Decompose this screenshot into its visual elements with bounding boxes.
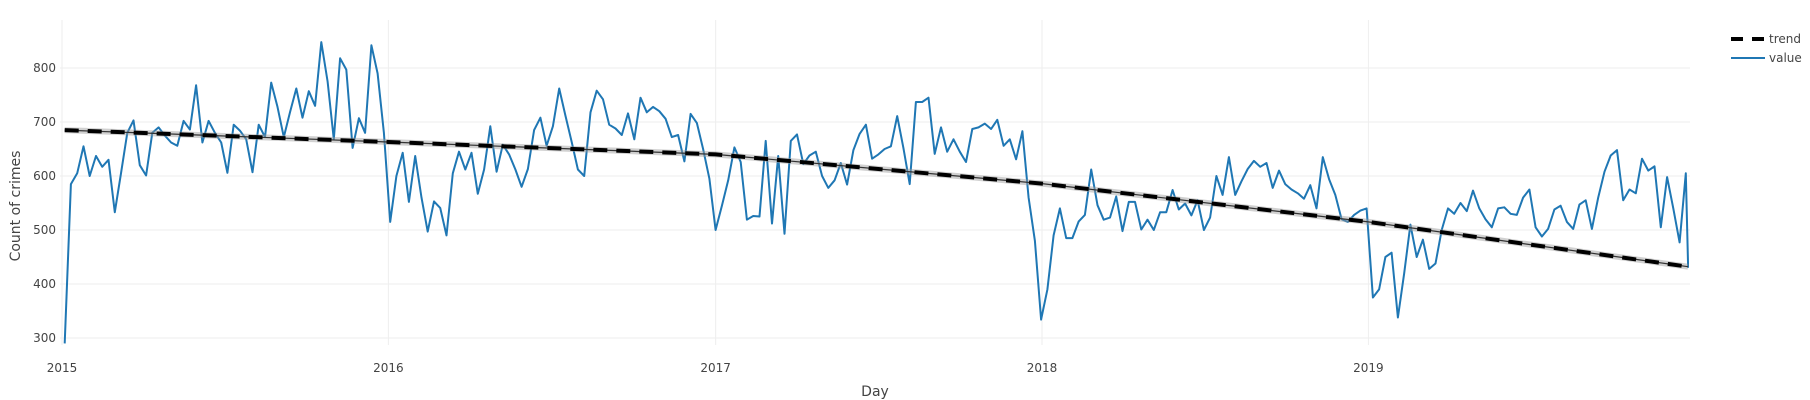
legend-item-value[interactable]: value [1731, 51, 1802, 65]
y-tick-label: 500 [33, 223, 56, 237]
y-tick-label: 700 [33, 115, 56, 129]
y-tick-label: 600 [33, 169, 56, 183]
x-gridlines [61, 20, 1369, 345]
y-tick-label: 400 [33, 277, 56, 291]
legend: trend value [1731, 32, 1802, 65]
legend-item-trend[interactable]: trend [1731, 32, 1801, 46]
y-tick-label: 800 [33, 61, 56, 75]
x-tick-label: 2016 [373, 361, 404, 375]
y-tick-label: 300 [33, 331, 56, 345]
value-series-line[interactable] [63, 41, 1689, 344]
trend-series-line[interactable] [64, 128, 1689, 269]
plot-area[interactable] [63, 41, 1689, 344]
y-axis-title: Count of crimes [8, 151, 24, 262]
x-tick-label: 2017 [700, 361, 731, 375]
trend-series-halo [64, 127, 1689, 270]
trend-series-base [64, 129, 1689, 268]
legend-label-value: value [1769, 51, 1802, 65]
x-tick-label: 2018 [1027, 361, 1058, 375]
x-axis-ticks: 2015 2016 2017 2018 2019 [47, 361, 1384, 375]
x-axis-title: Day [861, 384, 889, 400]
x-tick-label: 2019 [1353, 361, 1384, 375]
y-axis-ticks: 300 400 500 600 700 800 [33, 61, 56, 345]
legend-label-trend: trend [1769, 32, 1801, 46]
x-tick-label: 2015 [47, 361, 78, 375]
